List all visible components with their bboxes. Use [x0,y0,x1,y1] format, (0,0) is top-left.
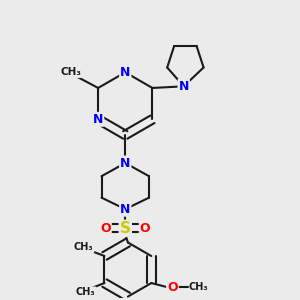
Text: N: N [93,113,103,126]
Text: N: N [120,66,130,79]
Text: O: O [140,222,150,235]
Text: O: O [167,280,178,293]
Text: CH₃: CH₃ [76,287,95,297]
Text: CH₃: CH₃ [60,67,81,77]
Text: N: N [178,80,189,93]
Text: CH₃: CH₃ [74,242,94,252]
Text: CH₃: CH₃ [189,282,208,292]
Text: N: N [120,203,130,216]
Text: S: S [120,221,131,236]
Text: O: O [100,222,111,235]
Text: N: N [120,157,130,169]
